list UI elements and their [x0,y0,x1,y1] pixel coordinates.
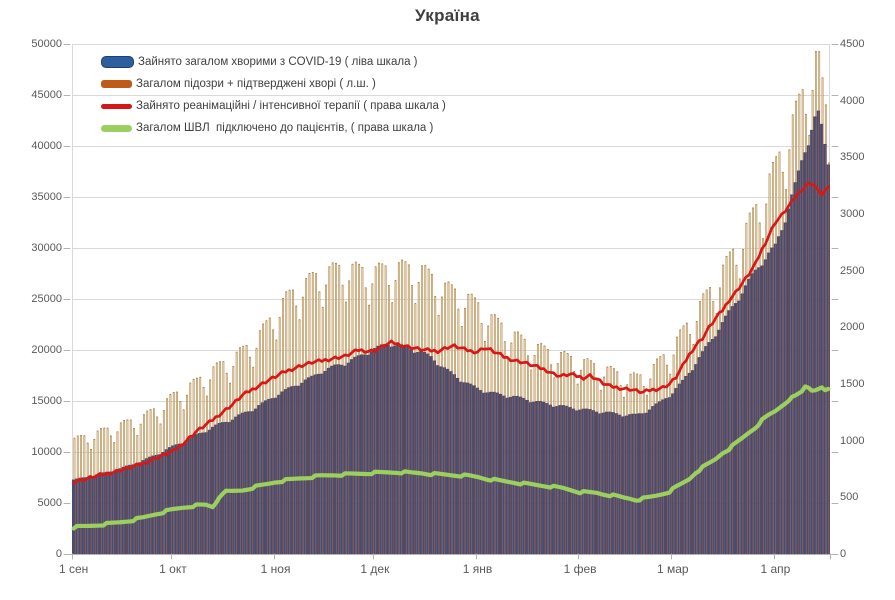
y-axis-left-tick-label: 35000 [31,191,62,203]
legend-label: Загалом підозри + підтверджені хворі ( л… [136,78,376,90]
y-axis-left-tick-label: 50000 [31,38,62,50]
y-axis-right-tick-label: 3000 [840,208,865,220]
x-axis-tick-label: 1 ноя [260,562,291,576]
y-axis-left-tick-label: 20000 [31,344,62,356]
y-axis-right-tick-label: 3500 [840,151,865,164]
legend-item-icu: Зайнято реанімаційні / інтенсивної терап… [101,95,446,117]
legend-item-occupied: Зайнято загалом хворими з COVID-19 ( лів… [101,51,446,73]
x-axis-tick-label: 1 мар [656,562,689,576]
legend-marker-icu-line-icon [101,103,132,109]
legend-marker-suspected-bar-icon [101,80,132,88]
x-axis-tick-label: 1 окт [159,562,187,576]
y-axis-left-tick-label: 40000 [31,140,62,152]
y-axis-left-tick-label: 45000 [31,89,62,101]
y-axis-left-tick-label: 0 [55,548,62,560]
legend-item-suspected: Загалом підозри + підтверджені хворі ( л… [101,73,446,95]
legend-label: Зайнято загалом хворими з COVID-19 ( лів… [138,56,418,68]
legend-marker-ventilator-line-icon [101,124,132,132]
x-axis-tick-label: 1 сен [58,562,89,576]
y-axis-right-tick-label: 4000 [840,94,865,107]
y-axis-left-tick-label: 25000 [31,293,62,305]
legend-label: Зайнято реанімаційні / інтенсивної терап… [136,100,446,112]
x-axis-tick-label: 1 фев [563,562,597,576]
y-axis-right-tick-label: 1500 [840,378,865,390]
x-axis-tick-label: 1 янв [462,562,493,576]
y-axis-left-tick-label: 30000 [31,242,62,254]
legend: Зайнято загалом хворими з COVID-19 ( лів… [101,51,446,139]
legend-marker-occupied-bar-icon [101,56,134,68]
y-axis-left-tick-label: 5000 [37,497,62,509]
y-axis-right-tick-label: 0 [840,548,847,560]
y-axis-right-tick-label: 4500 [840,38,865,50]
x-axis-tick-label: 1 апр [760,562,791,576]
y-axis-right-tick-label: 500 [840,491,859,504]
y-axis-left-tick-label: 10000 [31,446,62,458]
y-axis-right-tick-label: 1000 [840,434,865,447]
chart-title: Україна [415,6,480,25]
legend-item-ventilators: Загалом ШВЛ підключено до пацієнтів, ( п… [101,117,446,139]
y-axis-right-tick-label: 2500 [840,264,865,277]
y-axis-left-tick-label: 15000 [31,395,62,407]
y-axis-right-tick-label: 2000 [840,321,865,334]
x-axis-tick-label: 1 дек [360,562,390,576]
legend-label: Загалом ШВЛ підключено до пацієнтів, ( п… [136,122,434,134]
